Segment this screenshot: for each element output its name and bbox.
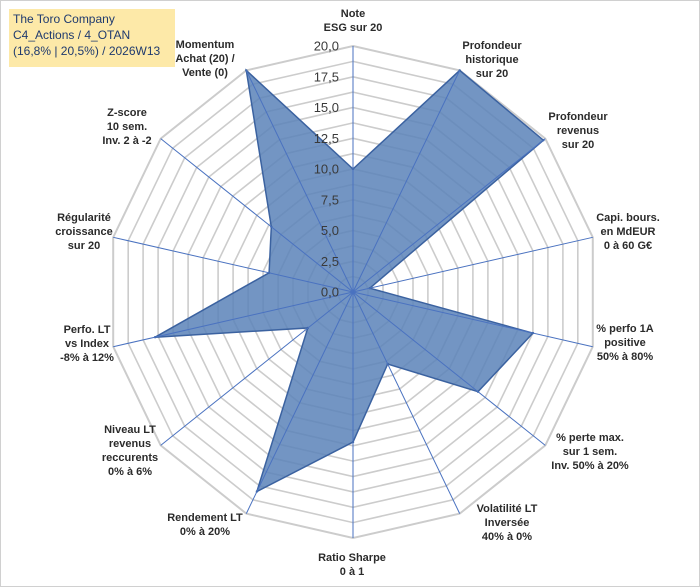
spoke-11 — [113, 236, 354, 293]
axis-label-4-line-1: positive — [604, 337, 646, 349]
tick-label-4: 10,0 — [314, 162, 339, 177]
axis-label-10: Perfo. LT vs Index -8% à 12% — [60, 324, 114, 364]
axis-label-4-line-0: % perfo 1A — [596, 323, 654, 335]
axis-label-4: % perfo 1A positive 50% à 80% — [596, 323, 654, 363]
axis-label-0-line-1: ESG sur 20 — [324, 22, 383, 34]
axis-label-3-line-0: Capi. bours. — [596, 212, 660, 224]
axis-label-7-line-1: 0 à 1 — [340, 566, 364, 578]
tick-label-8: 20,0 — [314, 39, 339, 54]
series-area — [154, 68, 545, 493]
title-category: C4_Actions / 4_OTAN — [13, 28, 131, 42]
axis-label-6-line-1: Inversée — [485, 517, 530, 529]
axis-label-5-line-0: % perte max. — [556, 432, 624, 444]
axis-label-9-line-0: Niveau LT — [104, 424, 156, 436]
axis-label-11-line-2: sur 20 — [68, 240, 100, 252]
axis-label-2: Profondeur revenus sur 20 — [548, 111, 608, 151]
axis-label-10-line-2: -8% à 12% — [60, 352, 114, 364]
axis-label-1-line-2: sur 20 — [476, 68, 508, 80]
axis-label-1-line-1: historique — [465, 54, 518, 66]
axis-label-13-line-0: Momentum — [176, 39, 235, 51]
spoke-2 — [352, 138, 546, 293]
axis-label-10-line-0: Perfo. LT — [64, 324, 111, 336]
spoke-12 — [160, 138, 354, 293]
axis-label-0-line-0: Note — [341, 8, 365, 20]
tick-label-2: 5,0 — [321, 223, 339, 238]
tick-label-7: 17,5 — [314, 69, 339, 84]
axis-label-8-line-0: Rendement LT — [167, 512, 243, 524]
axis-label-5-line-2: Inv. 50% à 20% — [551, 460, 629, 472]
axis-label-11: Régularité croissance sur 20 — [55, 212, 112, 252]
spoke-3 — [352, 236, 593, 293]
axis-label-8-line-1: 0% à 20% — [180, 526, 230, 538]
radar-tick-labels: 0,0 2,5 5,0 7,5 10,0 12,5 15,0 17,5 20,0 — [314, 39, 339, 300]
axis-label-6-line-2: 40% à 0% — [482, 531, 532, 543]
tick-label-5: 12,5 — [314, 131, 339, 146]
axis-label-4-line-2: 50% à 80% — [597, 351, 653, 363]
title-stats: (16,8% | 20,5%) / 2026W13 — [13, 44, 161, 58]
axis-label-5-line-1: sur 1 sem. — [563, 446, 617, 458]
axis-label-1-line-0: Profondeur — [462, 40, 522, 52]
axis-label-2-line-0: Profondeur — [548, 111, 608, 123]
tick-label-1: 2,5 — [321, 254, 339, 269]
axis-label-12-line-1: 10 sem. — [107, 121, 147, 133]
axis-label-0: Note ESG sur 20 — [324, 8, 383, 34]
axis-label-3: Capi. bours. en MdEUR 0 à 60 G€ — [596, 212, 660, 252]
axis-label-13: Momentum Achat (20) / Vente (0) — [175, 39, 234, 79]
axis-label-2-line-1: revenus — [557, 125, 599, 137]
title-company: The Toro Company — [13, 12, 115, 26]
spoke-13 — [245, 70, 354, 293]
axis-label-9-line-3: 0% à 6% — [108, 466, 152, 478]
axis-label-11-line-1: croissance — [55, 226, 112, 238]
axis-label-6: Volatilité LT Inversée 40% à 0% — [477, 503, 538, 543]
spoke-5 — [352, 291, 546, 446]
axis-label-1: Profondeur historique sur 20 — [462, 40, 522, 80]
axis-label-9: Niveau LT revenus reccurents 0% à 6% — [102, 424, 158, 478]
axis-label-12-line-2: Inv. 2 à -2 — [102, 135, 151, 147]
tick-label-6: 15,0 — [314, 100, 339, 115]
tick-label-3: 7,5 — [321, 192, 339, 207]
spoke-8 — [245, 291, 354, 514]
axis-label-11-line-0: Régularité — [57, 212, 111, 224]
spoke-10 — [113, 291, 354, 348]
axis-label-3-line-1: en MdEUR — [601, 226, 656, 238]
axis-label-9-line-2: reccurents — [102, 452, 158, 464]
axis-label-7: Ratio Sharpe 0 à 1 — [318, 552, 386, 578]
radar-spokes — [113, 46, 593, 538]
spoke-6 — [352, 291, 461, 514]
axis-label-9-line-1: revenus — [109, 438, 151, 450]
axis-label-10-line-1: vs Index — [65, 338, 110, 350]
axis-label-13-line-2: Vente (0) — [182, 67, 228, 79]
axis-label-6-line-0: Volatilité LT — [477, 503, 538, 515]
axis-label-5: % perte max. sur 1 sem. Inv. 50% à 20% — [551, 432, 629, 472]
axis-label-13-line-1: Achat (20) / — [175, 53, 234, 65]
axis-label-7-line-0: Ratio Sharpe — [318, 552, 386, 564]
axis-label-12-line-0: Z-score — [107, 107, 147, 119]
axis-label-2-line-2: sur 20 — [562, 139, 594, 151]
tick-label-0: 0,0 — [321, 285, 339, 300]
spoke-9 — [160, 291, 354, 446]
axis-label-12: Z-score 10 sem. Inv. 2 à -2 — [102, 107, 151, 147]
axis-label-8: Rendement LT 0% à 20% — [167, 512, 243, 538]
radar-axis-labels: Note ESG sur 20 Profondeur historique sur 20… — [55, 8, 660, 578]
spoke-4 — [352, 291, 593, 348]
axis-label-3-line-2: 0 à 60 G€ — [604, 240, 652, 252]
chart-title-box: The Toro Company C4_Actions / 4_OTAN (16… — [9, 9, 175, 67]
spoke-1 — [352, 70, 461, 293]
